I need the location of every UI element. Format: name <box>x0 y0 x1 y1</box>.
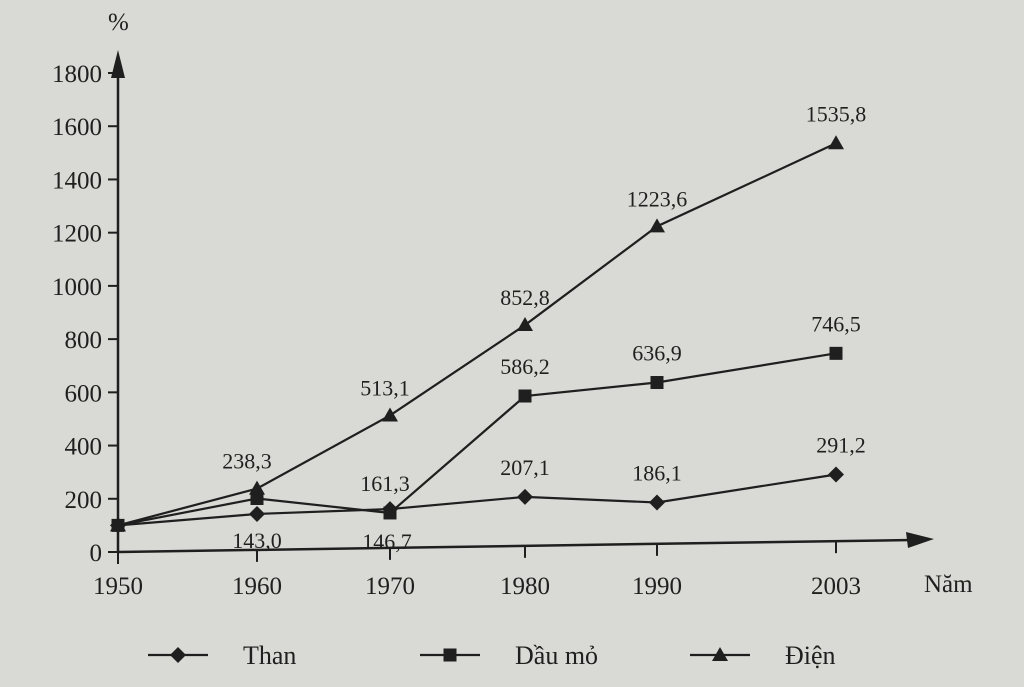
data-label-triangle-1970: 513,1 <box>360 375 410 400</box>
y-tick-label-1200: 1200 <box>52 221 102 248</box>
x-axis-arrow <box>906 532 934 548</box>
y-tick-label-1600: 1600 <box>52 114 102 141</box>
legend: Than Dầu mỏ Điện <box>148 641 836 670</box>
data-label-square-1980: 586,2 <box>500 354 550 379</box>
y-tick-label-0: 0 <box>90 540 103 567</box>
data-labels: 143,0 161,3 207,1 186,1 291,2 146,7 586,2 636,9… <box>222 101 866 554</box>
data-label-square-1990: 636,9 <box>632 341 682 366</box>
x-tick-label-1980: 1980 <box>500 573 550 600</box>
point-triangle-1980 <box>517 317 533 332</box>
y-tick-label-1000: 1000 <box>52 274 102 301</box>
point-triangle-1990 <box>649 218 665 233</box>
y-tick-label-1800: 1800 <box>52 61 102 88</box>
x-tick-label-1970: 1970 <box>365 573 415 600</box>
point-square-1980 <box>518 389 532 403</box>
point-square-1960 <box>250 491 264 505</box>
legend-item-diamond: Than <box>148 641 296 670</box>
data-label-triangle-1960: 238,3 <box>222 449 272 474</box>
point-diamond-1990 <box>649 494 665 511</box>
legend-label-triangle: Điện <box>785 641 836 670</box>
x-tick-label-1990: 1990 <box>632 573 682 600</box>
point-triangle-2003 <box>828 135 844 150</box>
x-tick-label-2003: 2003 <box>811 573 861 600</box>
y-tick-label-800: 800 <box>65 327 103 354</box>
legend-label-diamond: Than <box>243 641 296 670</box>
y-tick-label-600: 600 <box>65 380 103 407</box>
series-group <box>110 135 844 534</box>
y-tick-label-400: 400 <box>65 434 103 461</box>
x-axis <box>117 538 913 554</box>
data-label-square-2003: 746,5 <box>811 311 861 336</box>
point-square-1990 <box>650 376 664 390</box>
ticks: 0 200 400 600 800 1000 1200 1400 1600 1800 1950 196… <box>52 61 861 600</box>
series-diamond <box>110 466 844 534</box>
data-label-diamond-1980: 207,1 <box>500 455 550 480</box>
data-label-triangle-2003: 1535,8 <box>806 101 867 126</box>
point-diamond-1980 <box>517 488 533 505</box>
data-label-triangle-1980: 852,8 <box>500 285 550 310</box>
point-diamond-1960 <box>249 505 265 522</box>
point-triangle-1960 <box>249 480 265 495</box>
y-tick-label-1400: 1400 <box>52 167 102 194</box>
data-label-diamond-2003: 291,2 <box>816 433 866 458</box>
point-triangle-1970 <box>382 407 398 422</box>
series-triangle <box>110 135 844 532</box>
point-diamond-2003 <box>828 466 844 483</box>
point-triangle-1950 <box>110 517 126 532</box>
x-axis-title: Năm <box>924 571 973 598</box>
y-axis-arrow <box>111 50 125 78</box>
legend-marker-triangle <box>712 647 728 661</box>
legend-marker-diamond <box>170 647 186 663</box>
series-square <box>111 346 843 532</box>
data-label-square-1970: 146,7 <box>362 529 412 554</box>
x-tick-label-1960: 1960 <box>232 573 282 600</box>
data-label-diamond-1970: 161,3 <box>360 471 410 496</box>
point-square-2003 <box>829 346 843 360</box>
point-square-1970 <box>383 506 397 520</box>
y-axis-title: % <box>108 9 129 36</box>
series-line-diamond <box>117 473 837 527</box>
legend-marker-square <box>443 648 457 662</box>
data-label-diamond-1990: 186,1 <box>632 460 682 485</box>
data-label-diamond-1960: 143,0 <box>232 528 282 553</box>
legend-item-triangle: Điện <box>690 641 836 670</box>
series-line-square <box>117 352 837 527</box>
series-line-triangle <box>117 142 837 527</box>
x-tick-label-1950: 1950 <box>93 573 143 600</box>
axes: % Năm <box>108 9 973 598</box>
y-tick-label-200: 200 <box>65 487 103 514</box>
data-label-triangle-1990: 1223,6 <box>627 186 688 211</box>
legend-item-square: Dầu mỏ <box>420 641 598 670</box>
legend-label-square: Dầu mỏ <box>515 641 598 670</box>
